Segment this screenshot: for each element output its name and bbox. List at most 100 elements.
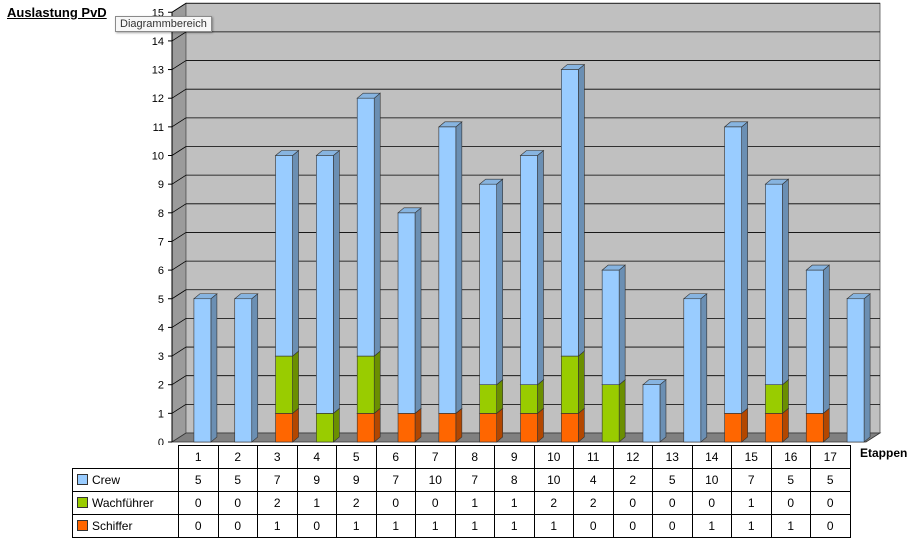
gridline-side [171, 174, 187, 185]
data-label: 0 [178, 514, 219, 538]
bar-side [782, 407, 789, 443]
x-tick-label: 15 [731, 445, 772, 469]
bar-top [805, 264, 831, 271]
data-table: 1 2 3 4 5 6 7 8 9 10 11 12 13 14 15 16 17 Crew 5 5 7 9 9 7 10 7 8 1… [72, 445, 851, 538]
data-label: 1 [415, 514, 456, 538]
data-label: 0 [770, 491, 811, 515]
bar-top [315, 150, 341, 156]
bar-segment [520, 413, 538, 443]
legend-label: Wachführer [92, 496, 154, 510]
data-label: 2 [336, 491, 377, 515]
bar-segment [193, 298, 212, 443]
bar-top [601, 264, 626, 271]
bar-segment [316, 155, 334, 414]
bar-side [292, 149, 299, 357]
bar-side [741, 121, 748, 414]
x-tick-label: 4 [296, 445, 337, 469]
data-label: 10 [415, 468, 456, 492]
bar-side [373, 350, 381, 414]
legend-label: Crew [92, 473, 121, 487]
bar-segment [356, 413, 375, 443]
legend-swatch [77, 520, 88, 531]
bar-side [863, 293, 871, 443]
data-label: 1 [375, 514, 416, 538]
bar-segment [601, 384, 620, 443]
data-label: 5 [810, 468, 851, 492]
x-axis-label: Etappen [860, 446, 908, 460]
gridline-side [171, 146, 187, 156]
bar-top [519, 150, 545, 156]
y-tick-label: 10 [152, 151, 164, 163]
bar-segment [275, 413, 293, 443]
bar-segment [561, 413, 579, 443]
bar-top [723, 121, 749, 128]
y-tick-label: 1 [158, 408, 164, 420]
y-tick-label: 14 [152, 36, 164, 48]
data-label: 5 [770, 468, 811, 492]
bar-side [455, 121, 463, 414]
legend-entry: Crew [72, 468, 179, 492]
bar-segment [805, 413, 824, 443]
data-label: 0 [810, 491, 851, 515]
bar-segment [601, 269, 620, 386]
legend-entry: Schiffer [72, 514, 179, 538]
data-label: 1 [494, 514, 535, 538]
bar-side [618, 264, 626, 386]
y-tick-label: 11 [153, 122, 164, 134]
bar-side [537, 379, 544, 414]
y-tick-label: 4 [158, 322, 164, 334]
bar-side [210, 293, 218, 443]
bar-segment [479, 413, 497, 443]
bar-side [822, 407, 830, 443]
x-tick-label: 11 [573, 445, 614, 469]
y-tick-label: 3 [158, 351, 164, 363]
gridline-side [171, 289, 187, 300]
x-tick-label: 6 [375, 445, 416, 469]
bar-side [578, 350, 585, 414]
data-label: 0 [217, 491, 258, 515]
bar-side [537, 407, 544, 443]
bar-side [496, 407, 503, 443]
y-tick-label: 12 [152, 93, 164, 105]
y-tick-label: 9 [158, 179, 164, 191]
bar-segment [724, 413, 742, 443]
bar-side [782, 178, 789, 386]
bar-top [274, 150, 300, 156]
data-label: 10 [691, 468, 732, 492]
x-tick-label: 2 [217, 445, 258, 469]
bar-segment [846, 298, 865, 443]
x-tick-label: 17 [810, 445, 851, 469]
bar-segment [724, 126, 742, 414]
gridline-side [171, 232, 187, 242]
data-label: 0 [652, 514, 693, 538]
bar-segment [234, 298, 253, 443]
bar-side [251, 293, 259, 443]
data-label: 7 [731, 468, 772, 492]
gridline-side [171, 203, 187, 214]
bar-side [700, 293, 708, 443]
legend-swatch [77, 474, 88, 485]
gridline-side [171, 404, 187, 414]
data-label: 1 [454, 514, 495, 538]
bar-side [782, 379, 789, 414]
data-label: 7 [375, 468, 416, 492]
x-tick-label: 12 [612, 445, 653, 469]
bar-side [496, 178, 503, 386]
data-label: 2 [612, 468, 653, 492]
bar-segment [275, 155, 293, 357]
bar-segment [356, 97, 375, 357]
side-wall [171, 2, 187, 443]
bar-top [397, 207, 422, 214]
bar-top [560, 64, 586, 70]
bar-segment [316, 413, 334, 443]
bar-side [333, 407, 340, 443]
gridline-side [171, 31, 187, 42]
bar-side [292, 407, 299, 443]
bar-side [618, 379, 626, 443]
data-label: 9 [296, 468, 337, 492]
data-label: 1 [336, 514, 377, 538]
y-tick-label: 5 [158, 294, 164, 306]
legend-entry: Wachführer [72, 491, 179, 515]
y-tick-label: 8 [158, 208, 164, 220]
